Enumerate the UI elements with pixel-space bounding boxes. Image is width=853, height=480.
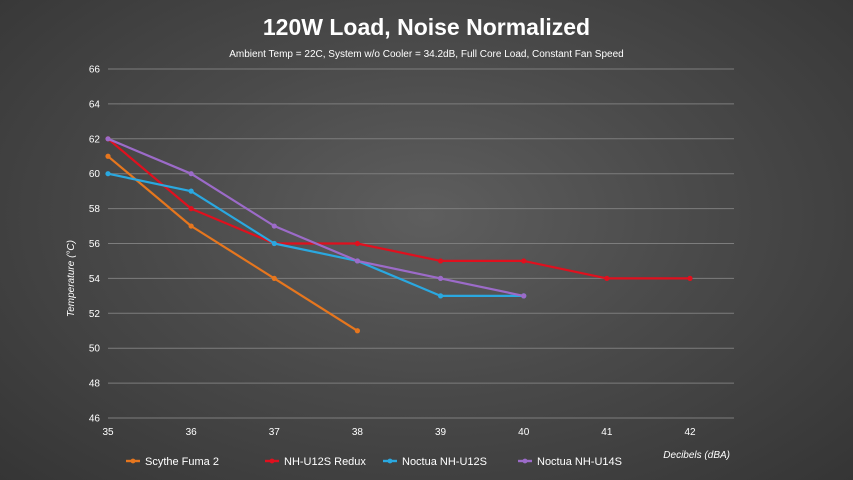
data-point — [604, 275, 610, 281]
legend-marker — [269, 458, 275, 464]
data-point — [188, 171, 194, 177]
x-tick-label: 35 — [102, 427, 114, 438]
y-tick-label: 56 — [89, 239, 101, 250]
y-tick-label: 54 — [89, 274, 101, 285]
series-line — [107, 137, 690, 280]
x-tick-label: 41 — [601, 427, 613, 438]
series-line — [107, 155, 358, 332]
x-tick-label: 36 — [186, 427, 198, 438]
data-point — [354, 328, 361, 334]
y-tick-label: 62 — [89, 134, 101, 145]
data-point — [188, 188, 194, 194]
x-axis-label: Decibels (dBA) — [663, 450, 730, 461]
x-tick-label: 39 — [435, 427, 447, 438]
y-tick-label: 46 — [89, 414, 101, 425]
data-point — [188, 223, 194, 229]
data-point — [271, 275, 277, 281]
legend-label: Scythe Fuma 2 — [145, 456, 219, 468]
data-point — [271, 240, 277, 247]
x-tick-label: 42 — [684, 427, 696, 438]
data-point — [105, 171, 111, 177]
data-point — [188, 206, 194, 212]
legend-marker — [130, 458, 136, 464]
chart-title: 120W Load, Noise Normalized — [262, 14, 591, 40]
legend-marker — [387, 458, 393, 464]
data-point — [271, 223, 277, 229]
y-tick-label: 66 — [89, 65, 101, 76]
y-tick-label: 60 — [89, 169, 101, 180]
data-point — [354, 240, 361, 247]
data-point — [521, 258, 527, 264]
data-point — [437, 293, 444, 299]
x-tick-label: 40 — [518, 427, 530, 438]
data-point — [105, 153, 111, 159]
y-tick-label: 50 — [89, 344, 101, 355]
y-tick-label: 48 — [89, 379, 101, 390]
series-line — [107, 137, 524, 297]
x-tick-label: 38 — [352, 427, 364, 438]
legend-label: Noctua NH-U14S — [537, 456, 622, 468]
series-line — [107, 172, 524, 297]
legend-marker — [522, 458, 528, 464]
y-axis-label: Temperature (°C) — [66, 240, 77, 317]
chart-subtitle: Ambient Temp = 22C, System w/o Cooler = … — [229, 49, 624, 60]
data-point — [354, 258, 361, 264]
data-point — [437, 275, 444, 281]
legend-label: Noctua NH-U12S — [402, 456, 487, 468]
data-point — [105, 136, 111, 142]
data-point — [437, 258, 444, 264]
y-tick-label: 58 — [89, 204, 101, 215]
y-tick-label: 64 — [89, 99, 101, 110]
y-tick-label: 52 — [89, 309, 101, 320]
legend-label: NH-U12S Redux — [284, 456, 366, 468]
data-point — [687, 275, 693, 281]
x-tick-label: 37 — [269, 427, 281, 438]
data-point — [521, 293, 527, 299]
